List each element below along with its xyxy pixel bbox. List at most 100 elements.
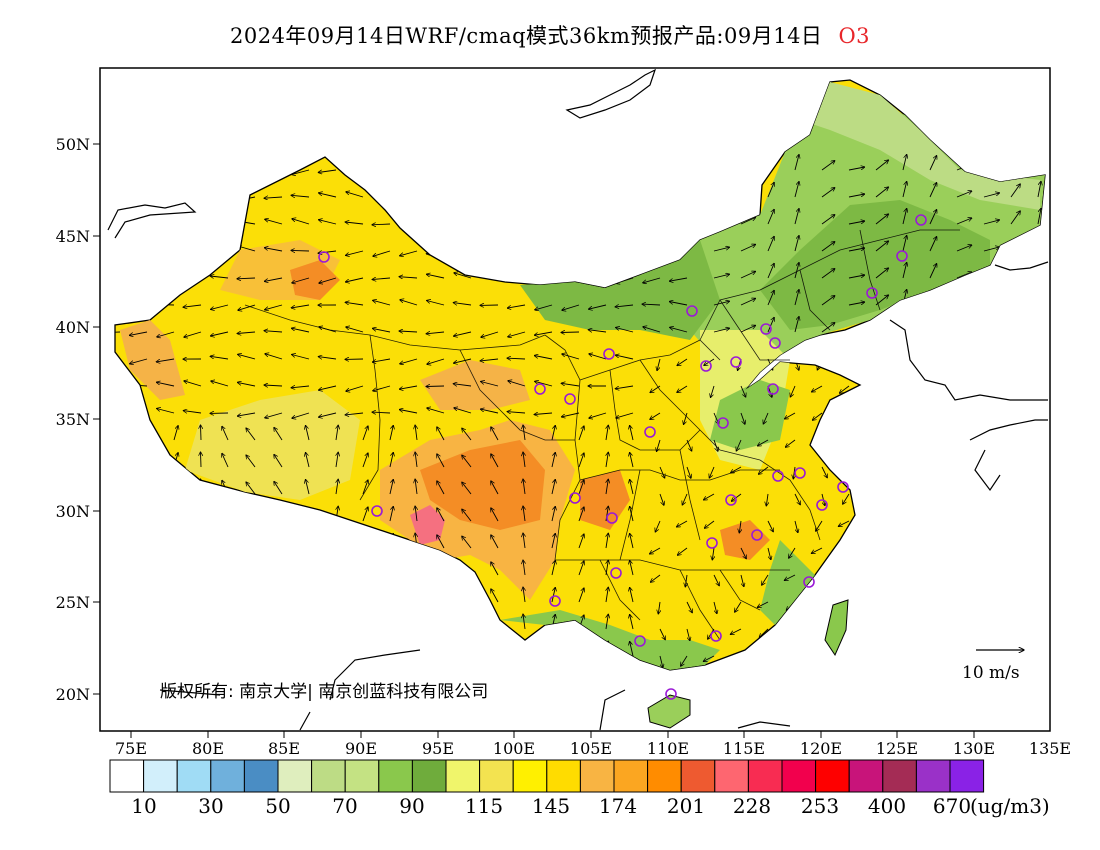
monitoring-stations [318,214,927,700]
wind-arrow [1037,235,1041,252]
wind-arrow [606,695,608,710]
wind-arrow [399,331,418,332]
wind-arrow [902,235,907,252]
wind-arrow [120,452,121,468]
wind-arrow [630,425,634,441]
wind-arrow [977,574,985,584]
wind-arrow [130,408,148,414]
wind-arrow [838,683,849,688]
wind-arrow [156,358,175,362]
station-marker [564,393,576,405]
wind-arrow [389,614,393,630]
wind-arrow [929,264,937,279]
wind-arrow [551,560,555,576]
wind-arrow [762,574,769,585]
legend-swatch [882,759,917,793]
wind-arrow [389,506,393,522]
station-marker [603,348,615,360]
wind-arrow [789,547,796,558]
wind-arrow [480,168,499,170]
wind-arrow [507,358,526,359]
wind-arrow [713,274,730,279]
wind-arrow [713,439,718,451]
station-marker [569,492,581,504]
wind-arrow [291,195,310,197]
wind-arrow [246,644,256,657]
wind-arrow [120,506,121,522]
wind-arrow [929,210,937,225]
wind-arrow [848,248,865,252]
wind-arrow [362,480,368,495]
lon-label: 125E [876,739,918,758]
wind-arrow [1031,520,1039,530]
wind-arrow [561,383,580,387]
wind-arrow [237,332,256,334]
wind-arrow [669,302,688,306]
wind-arrow [173,642,178,657]
legend-swatch [445,759,481,793]
wind-arrow [922,574,931,584]
wind-arrow [211,304,229,309]
wind-arrow [1000,358,1012,364]
wind-arrow [921,466,931,475]
title-text: 2024年09月14日WRF/cmaq模式36km预报产品:09月14日 [229,24,823,48]
wind-arrow [615,355,634,360]
wind-arrow [821,242,835,252]
wind-arrow [362,588,368,603]
wind-arrow [265,304,283,310]
wind-arrow [399,194,418,198]
wind-arrow [1011,466,1012,479]
station-marker [751,529,763,541]
wind-arrow [561,278,580,280]
wind-arrow [848,329,865,333]
wind-arrow [976,520,985,530]
wind-arrow [115,331,121,334]
lon-label: 95E [422,739,454,758]
lon-label: 110E [647,739,689,758]
wind-arrow [491,454,499,468]
wind-arrow [868,628,877,638]
wind-arrow [740,547,746,559]
wind-arrow [677,520,688,527]
wind-arrow [713,166,730,171]
wind-arrow [654,683,660,693]
wind-arrow [630,479,634,495]
wind-arrow [740,271,756,279]
wind-arrow [292,277,310,283]
lon-label: 80E [192,739,224,758]
wind-arrow [983,466,990,478]
wind-arrow [173,561,178,576]
wind-arrow [437,427,445,441]
station-marker [837,481,849,493]
wind-arrow [120,479,121,495]
wind-arrow [346,327,364,333]
wind-arrow [983,193,1000,198]
wind-arrow [757,601,769,607]
wind-arrow [1037,181,1041,198]
wind-arrow [562,247,580,252]
wind-arrow [875,322,889,333]
legend-swatch [579,759,615,793]
lon-label: 75E [115,739,147,758]
wind-arrow [156,304,175,305]
wind-arrow [184,381,202,387]
legend-label: 228 [732,794,772,818]
legend-label: 70 [332,794,358,818]
wind-arrow [903,574,904,587]
wind-arrow [659,466,665,478]
wind-arrow [427,165,445,171]
wind-arrow [892,466,904,472]
lon-label: 100E [493,739,535,758]
wind-arrow [534,223,553,224]
legend-label: 50 [265,794,291,818]
wind-arrow [740,574,744,587]
legend-swatch [378,759,413,793]
wind-arrow [362,453,368,468]
wind-arrow [437,616,445,630]
wind-arrow [389,587,393,603]
lat-label: 25N [56,593,90,612]
station-marker [371,505,383,517]
wind-arrow [156,249,175,251]
wind-arrow [578,480,584,495]
wind-arrow [983,220,1000,225]
